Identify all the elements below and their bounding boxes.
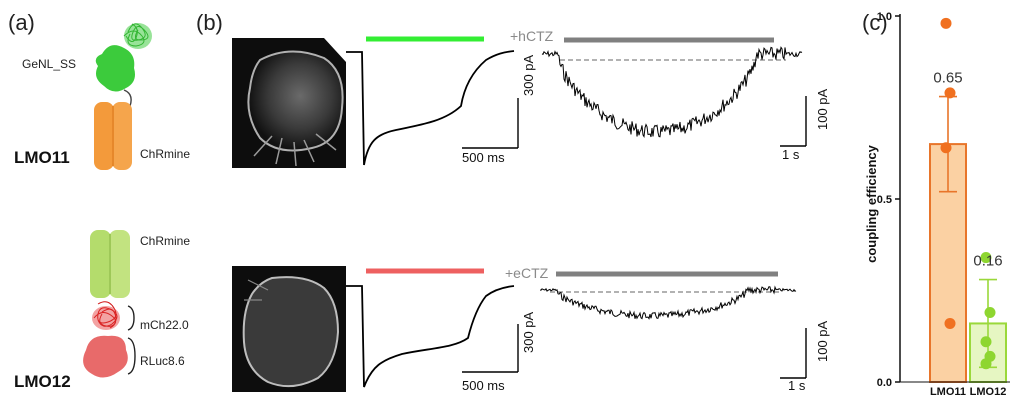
lmo12-linker-bracket xyxy=(127,305,135,331)
data-point-lmo11 xyxy=(940,17,952,29)
data-point-lmo11 xyxy=(944,317,956,329)
lmo12-bio-scale-bar xyxy=(780,328,807,379)
lmo12-photo-scale-y: 300 pA xyxy=(521,311,536,353)
lmo12-photo-scale-x: 500 ms xyxy=(462,378,505,393)
lmo12-opsin-right xyxy=(109,230,130,298)
panel-label-c: (c) xyxy=(862,10,888,35)
lmo12-linker-label: mCh22.0 xyxy=(140,318,189,332)
lmo12-schematic xyxy=(83,230,136,378)
category-label-lmo11: LMO11 xyxy=(930,386,966,396)
lmo11-schematic xyxy=(94,23,152,170)
lmo11-opsin-left xyxy=(94,102,114,170)
lmo12-bioluminescent-trace xyxy=(540,271,797,320)
data-point-lmo12 xyxy=(980,358,992,370)
lmo11-opsin-label: ChRmine xyxy=(140,147,191,161)
lmo11-agent-label: +hCTZ xyxy=(510,28,554,44)
y-tick-label: 1.0 xyxy=(877,11,892,23)
lmo12-luciferase-bracket xyxy=(127,337,136,375)
lmo11-bioluminescent-trace xyxy=(541,37,803,138)
lmo12-opsin-left xyxy=(90,230,111,298)
data-point-lmo12 xyxy=(984,306,996,318)
lmo12-photocurrent-trace xyxy=(346,268,519,388)
lmo12-luciferase-icon xyxy=(83,335,128,378)
lmo12-luciferase-label: RLuc8.6 xyxy=(140,354,185,368)
lmo11-photo-scale-x: 500 ms xyxy=(462,150,505,165)
panel-label-a: (a) xyxy=(8,10,35,35)
lmo11-bio-scale-x: 1 s xyxy=(782,147,800,162)
lmo12-linker-scribble xyxy=(93,301,118,329)
y-axis-label: coupling efficiency xyxy=(864,144,879,263)
lmo11-bio-scale-bar xyxy=(780,96,807,147)
lmo11-linker-icon xyxy=(123,89,132,107)
lmo12-agent-label: +eCTZ xyxy=(505,265,549,281)
data-point-lmo11 xyxy=(940,142,952,154)
lmo12-bio-scale-x: 1 s xyxy=(788,378,806,393)
lmo11-name: LMO11 xyxy=(14,148,70,167)
lmo11-luciferase-icon xyxy=(95,45,135,92)
data-point-lmo12 xyxy=(980,336,992,348)
lmo11-luciferase-label: GeNL_SS xyxy=(22,57,77,71)
value-label-lmo11: 0.65 xyxy=(933,70,962,87)
y-tick-label: 0.5 xyxy=(877,194,892,206)
value-label-lmo12: 0.16 xyxy=(973,253,1002,270)
lmo12-bio-scale-y: 100 pA xyxy=(815,320,830,362)
lmo11-luciferase-cap xyxy=(124,23,152,49)
panel-label-b: (b) xyxy=(196,10,223,35)
lmo12-linker-icon xyxy=(92,306,120,330)
lmo11-opsin-right xyxy=(112,102,132,170)
lmo11-bio-scale-y: 100 pA xyxy=(815,88,830,130)
lmo11-photocurrent-trace xyxy=(346,36,519,166)
lmo11-cell-image xyxy=(232,38,346,168)
lmo12-opsin-label: ChRmine xyxy=(140,234,191,248)
lmo12-name: LMO12 xyxy=(14,372,71,391)
lmo11-photo-scale-y: 300 pA xyxy=(521,54,536,96)
data-point-lmo12 xyxy=(980,252,992,264)
data-point-lmo11 xyxy=(944,87,956,99)
coupling-efficiency-chart: coupling efficiency 0.0 0.5 1.0 0.65 LMO11 0.… xyxy=(864,11,1010,396)
category-label-lmo12: LMO12 xyxy=(970,386,1007,396)
lmo12-cell-image xyxy=(232,266,346,392)
bar-lmo11 xyxy=(929,143,967,383)
y-tick-label: 0.0 xyxy=(877,377,892,389)
